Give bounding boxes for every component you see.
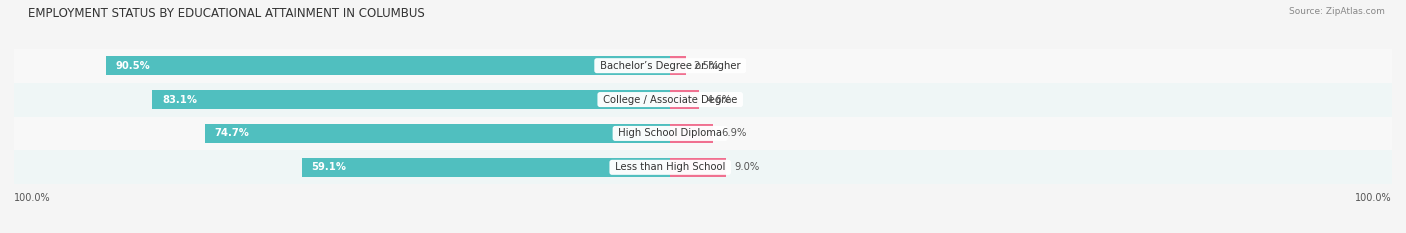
Bar	[671, 158, 727, 177]
Text: 74.7%: 74.7%	[214, 128, 249, 138]
Text: 2.5%: 2.5%	[693, 61, 718, 71]
Bar	[14, 83, 1392, 116]
Bar	[105, 56, 671, 75]
Bar	[671, 56, 686, 75]
Text: High School Diploma: High School Diploma	[616, 128, 725, 138]
Text: Source: ZipAtlas.com: Source: ZipAtlas.com	[1289, 7, 1385, 16]
Bar	[671, 124, 713, 143]
Bar	[204, 124, 671, 143]
Text: Less than High School: Less than High School	[612, 162, 728, 172]
Text: Bachelor’s Degree or higher: Bachelor’s Degree or higher	[596, 61, 744, 71]
Bar	[14, 150, 1392, 184]
Text: 100.0%: 100.0%	[1355, 193, 1392, 203]
Text: 90.5%: 90.5%	[115, 61, 150, 71]
Text: 4.6%: 4.6%	[707, 95, 733, 105]
Text: College / Associate Degree: College / Associate Degree	[600, 95, 741, 105]
Text: 100.0%: 100.0%	[14, 193, 51, 203]
Bar	[14, 49, 1392, 83]
Text: 83.1%: 83.1%	[162, 95, 197, 105]
Text: 59.1%: 59.1%	[312, 162, 347, 172]
Bar	[671, 90, 699, 109]
Bar	[152, 90, 671, 109]
Bar	[302, 158, 671, 177]
Bar	[14, 116, 1392, 150]
Text: EMPLOYMENT STATUS BY EDUCATIONAL ATTAINMENT IN COLUMBUS: EMPLOYMENT STATUS BY EDUCATIONAL ATTAINM…	[28, 7, 425, 20]
Text: 6.9%: 6.9%	[721, 128, 747, 138]
Text: 9.0%: 9.0%	[734, 162, 759, 172]
